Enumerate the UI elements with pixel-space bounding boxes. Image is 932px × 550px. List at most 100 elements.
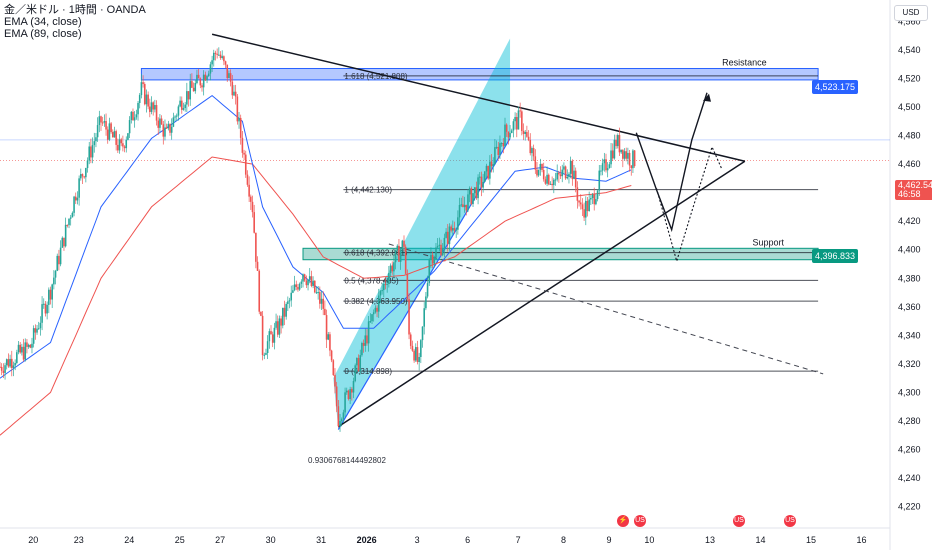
candle-body [347,390,350,400]
candle-body [633,150,636,167]
candle-body [420,340,422,357]
candle-body [414,347,417,361]
us-flag-event-icon-2[interactable]: US [733,515,745,527]
y-tick-label: 4,340 [898,330,921,340]
candle-body [191,81,193,88]
candle-body [514,117,516,122]
x-tick-label: 31 [316,535,326,545]
candle-body [29,344,32,348]
candle-body [531,148,533,154]
candle-body [179,100,181,107]
candle-body [0,366,1,368]
candle-body [467,194,469,211]
candle-body [425,296,427,309]
candle-body [17,344,20,353]
candle-body [5,359,8,366]
candle-body [367,321,370,344]
candle-body [186,91,188,105]
candle-body [218,54,220,56]
us-flag-event-icon-3[interactable]: US [784,515,796,527]
candle-body [546,174,548,184]
candle-body [287,301,289,304]
candle-body [334,375,336,387]
candle-body [404,246,407,274]
x-tick-label: 9 [606,535,611,545]
candle-body [470,188,473,205]
candle-body [266,341,269,354]
candle-body [502,143,505,147]
candle-body [118,139,121,151]
candle-body [36,328,38,333]
candle-body [117,144,119,151]
candle-body [505,124,508,132]
candle-body [91,145,94,158]
candle-body [376,307,378,312]
candle-body [128,120,131,134]
candle-body [9,358,11,367]
candle-body [426,283,429,297]
candle-body [455,229,457,231]
us-flag-event-icon-1[interactable]: US [634,515,646,527]
candle-body [457,217,459,230]
candle-body [58,255,60,265]
x-tick-label: 15 [806,535,816,545]
candle-body [335,386,338,407]
candle-body [110,123,112,133]
candle-body [573,170,575,180]
candle-body [583,209,585,218]
candle-body [192,87,195,92]
symbol-title: 金／米ドル · 1時間 · OANDA [4,4,146,16]
candle-body [42,303,45,305]
candle-body [585,200,587,218]
x-tick-label: 25 [175,535,185,545]
candle-body [68,218,70,226]
candle-body [510,130,513,134]
currency-button[interactable]: USD [894,5,928,21]
candle-body [165,127,168,129]
candle-body [53,277,55,285]
candle-body [10,358,13,368]
candle-body [595,199,597,205]
candle-body [596,190,599,200]
candle-body [517,110,520,130]
x-tick-label: 8 [561,535,566,545]
candle-body [613,139,616,159]
candle-body [438,244,441,247]
candle-body [297,286,299,290]
x-tick-label: 7 [516,535,521,545]
candle-body [202,74,205,88]
candle-body [251,201,254,213]
candle-body [357,358,360,371]
event-icon-1[interactable]: ⚡ [617,515,629,527]
candle-body [381,290,383,292]
candle-body [590,198,592,200]
alt-projection-path [655,145,723,264]
candle-body [398,245,400,262]
candle-body [261,315,264,356]
candle-body [204,74,207,81]
fib-level-label: 1.618 (4,521.808) [344,72,407,81]
candle-body [223,56,225,62]
candle-body [108,123,111,140]
candle-body [465,204,468,211]
resistance-label: Resistance [722,57,767,67]
candle-body [423,308,425,327]
candle-body [393,262,395,272]
candle-body [406,273,409,300]
y-tick-label: 4,360 [898,302,921,312]
candle-body [556,172,558,180]
candle-body [403,240,405,247]
candle-body [536,169,538,176]
chart-legend: 金／米ドル · 1時間 · OANDA EMA (34, close) EMA … [4,4,146,40]
candle-body [149,106,151,112]
candle-body [499,143,501,155]
candle-body [275,321,277,328]
candle-body [142,82,144,85]
candle-body [537,169,540,176]
candle-body [593,194,596,205]
candle-body [325,315,328,340]
candle-body [253,212,255,233]
candle-body [394,249,397,263]
candle-body [409,334,412,346]
